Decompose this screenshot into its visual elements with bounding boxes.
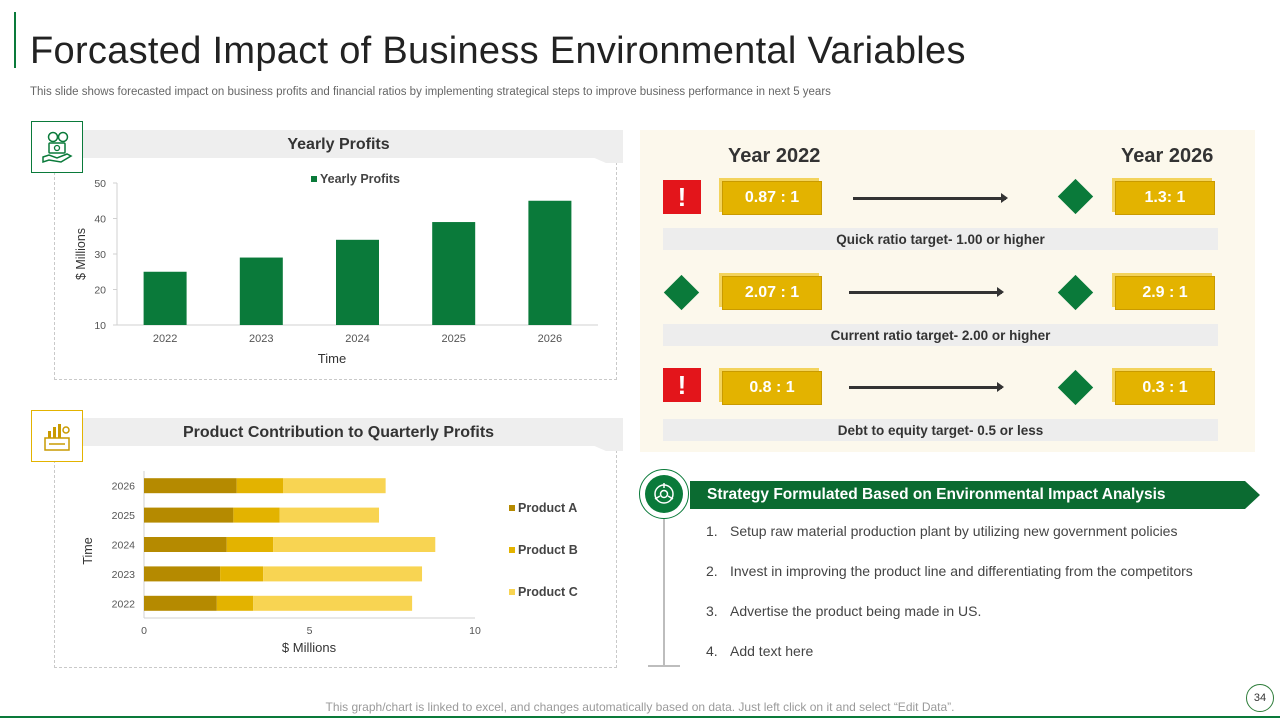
quick-ratio-arrow xyxy=(853,193,1008,203)
quick-ratio-end-value: 1.3: 1 xyxy=(1115,181,1215,215)
yearly-profits-title: Yearly Profits xyxy=(287,135,390,153)
legend-label: Product C xyxy=(518,585,578,599)
environment-analysis-icon xyxy=(654,483,674,504)
strategy-item: 2. Invest in improving the product line a… xyxy=(706,563,1193,579)
bar-segment-product-c xyxy=(283,478,386,494)
debt-equity-arrow xyxy=(849,382,1004,392)
y-tick-label: 20 xyxy=(94,285,106,297)
bar-segment-product-b xyxy=(236,478,284,494)
page-subtitle: This slide shows forecasted impact on bu… xyxy=(30,86,831,98)
product-icon-box xyxy=(31,410,83,462)
bar-yearly-profit xyxy=(336,239,379,325)
year-start-label: Year 2022 xyxy=(728,145,821,167)
alert-icon: ! xyxy=(663,368,701,402)
legend-swatch xyxy=(509,505,515,511)
y-tick-label: 50 xyxy=(94,178,106,190)
quick-ratio-target: Quick ratio target- 1.00 or higher xyxy=(663,228,1218,250)
bar-segment-product-a xyxy=(144,595,217,611)
y-tick-label: 40 xyxy=(94,214,106,226)
current-ratio-start-value: 2.07 : 1 xyxy=(722,276,822,310)
y-axis-title: $ Millions xyxy=(74,228,88,280)
legend-swatch xyxy=(509,547,515,553)
page-number: 34 xyxy=(1246,684,1274,712)
strategy-item: 4. Add text here xyxy=(706,643,814,659)
x-tick-label: 2026 xyxy=(538,333,562,345)
profits-icon-box xyxy=(31,121,83,173)
x-tick-label: 5 xyxy=(307,625,313,637)
legend-label: Product A xyxy=(518,501,577,515)
y-tick-label: 2023 xyxy=(112,569,136,581)
current-ratio-arrow xyxy=(849,287,1004,297)
legend-label: Product B xyxy=(518,543,578,557)
y-tick-label: 2026 xyxy=(112,481,136,493)
bar-segment-product-a xyxy=(144,566,221,582)
page-title: Forcasted Impact of Business Environment… xyxy=(30,30,966,72)
debt-equity-target: Debt to equity target- 0.5 or less xyxy=(663,419,1218,441)
strategy-icon-circle xyxy=(639,469,689,519)
y-tick-label: 10 xyxy=(94,320,106,332)
bar-yearly-profit xyxy=(143,271,187,325)
current-ratio-end-value: 2.9 : 1 xyxy=(1115,276,1215,310)
product-chart-icon xyxy=(44,424,70,451)
legend-swatch xyxy=(311,176,317,182)
bar-segment-product-a xyxy=(144,478,237,494)
x-tick-label: 2023 xyxy=(249,333,273,345)
bar-segment-product-c xyxy=(279,507,380,523)
yearly-profits-chart: 10 20 30 40 50 2022 2023 2024 2025 2026 Yearly Pro… xyxy=(74,172,598,366)
bar-segment-product-b xyxy=(233,507,280,523)
x-axis-title: $ Millions xyxy=(282,640,337,655)
title-accent-bar xyxy=(14,12,16,68)
bar-yearly-profit xyxy=(432,222,476,325)
y-tick-label: 2024 xyxy=(112,540,136,552)
bar-segment-product-a xyxy=(144,507,234,523)
bar-segment-product-a xyxy=(144,537,227,552)
legend-swatch xyxy=(509,589,515,595)
bottom-accent-line xyxy=(0,716,1280,718)
bar-yearly-profit xyxy=(239,257,283,325)
bar-segment-product-c xyxy=(263,566,423,582)
product-contribution-header: Product Contribution to Quarterly Profit… xyxy=(54,418,623,451)
strategy-icon-inner xyxy=(645,475,683,513)
x-tick-label: 0 xyxy=(141,625,147,637)
yearly-profits-header: Yearly Profits xyxy=(54,130,623,163)
bar-segment-product-c xyxy=(253,595,413,611)
product-contribution-chart: 0 5 10 2026 2025 2024 2023 2022 Product A Product… xyxy=(81,471,578,655)
x-tick-label: 10 xyxy=(469,625,481,637)
x-tick-label: 2022 xyxy=(153,333,177,345)
year-end-label: Year 2026 xyxy=(1121,145,1214,167)
y-tick-label: 30 xyxy=(94,249,106,261)
product-contribution-title: Product Contribution to Quarterly Profit… xyxy=(182,423,495,441)
current-ratio-target: Current ratio target- 2.00 or higher xyxy=(663,324,1218,346)
debt-equity-end-value: 0.3 : 1 xyxy=(1115,371,1215,405)
quick-ratio-start-value: 0.87 : 1 xyxy=(722,181,822,215)
x-tick-label: 2025 xyxy=(441,333,465,345)
x-tick-label: 2024 xyxy=(345,333,369,345)
debt-equity-start-value: 0.8 : 1 xyxy=(722,371,822,405)
strategy-timeline-base xyxy=(648,665,680,667)
strategy-item: 1. Setup raw material production plant by… xyxy=(706,523,1178,539)
x-axis-title: Time xyxy=(318,351,346,366)
footer-note: This graph/chart is linked to excel, and… xyxy=(325,700,955,714)
bar-yearly-profit xyxy=(528,200,572,325)
y-tick-label: 2025 xyxy=(112,510,136,522)
bar-segment-product-b xyxy=(220,566,264,582)
strategy-timeline-line xyxy=(663,515,665,665)
bar-segment-product-b xyxy=(226,537,274,552)
bar-segment-product-c xyxy=(273,537,436,552)
bar-segment-product-b xyxy=(216,595,254,611)
y-axis-title: Time xyxy=(81,537,95,564)
strategy-item: 3. Advertise the product being made in US… xyxy=(706,603,982,619)
strategy-heading: Strategy Formulated Based on Environment… xyxy=(690,481,1260,509)
y-tick-label: 2022 xyxy=(112,598,136,610)
alert-icon: ! xyxy=(663,180,701,214)
money-hand-icon xyxy=(42,131,73,164)
legend-label: Yearly Profits xyxy=(320,172,400,186)
